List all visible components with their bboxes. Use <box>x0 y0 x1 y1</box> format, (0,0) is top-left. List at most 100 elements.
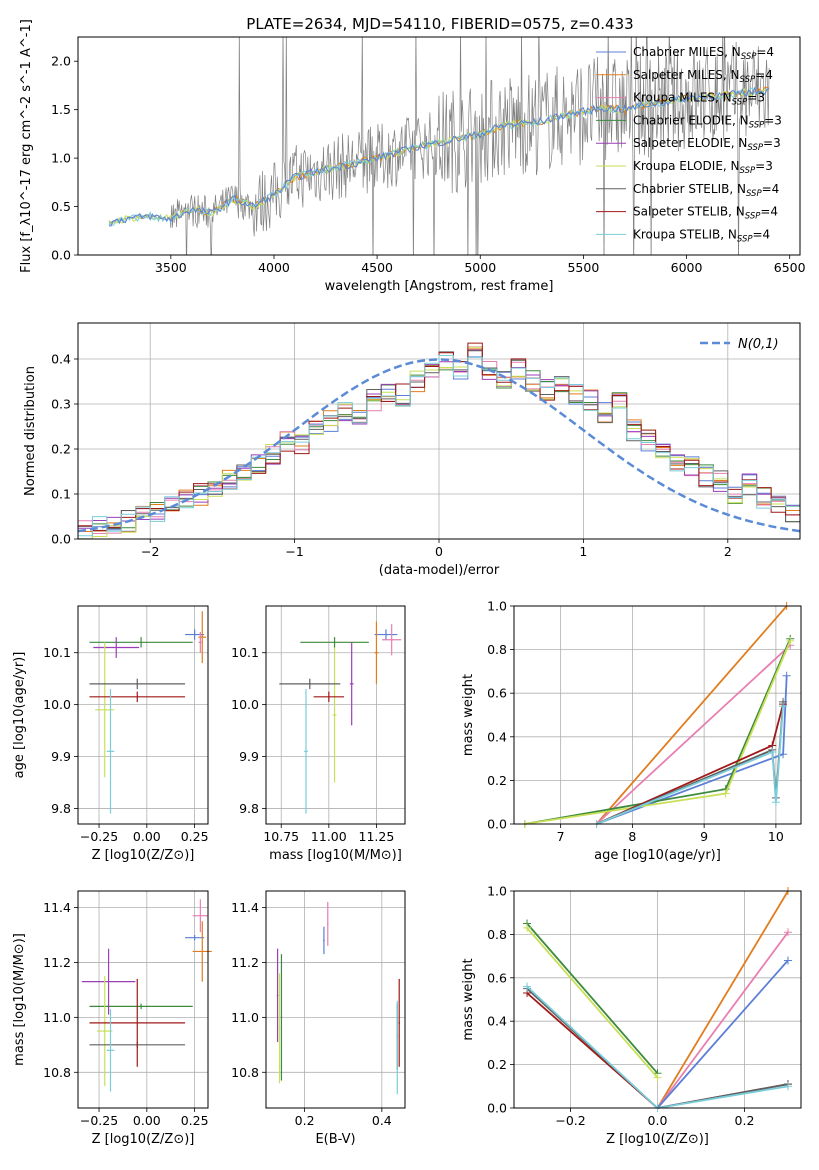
x-axis-label: Z [log10(Z/Z⊙)] <box>606 1132 709 1147</box>
x-tick-label: −0.25 <box>80 1113 118 1128</box>
panel-age_vs_mass: 10.75 11.00 11.25 9.8 9.9 10.0 10.1 mass [log10… <box>231 606 405 863</box>
x-axis-label: Z [log10(Z/Z⊙)] <box>92 848 195 863</box>
panel-massweight_vs_age: 7 8 9 10 0.0 0.2 0.4 0.6 0.8 1.0 age [log10(age/yr… <box>461 599 801 863</box>
figure-title: PLATE=2634, MJD=54110, FIBERID=0575, z=0… <box>246 15 633 33</box>
mass-weight-line <box>526 922 659 1074</box>
x-tick-label: 0.2 <box>295 1113 315 1128</box>
y-tick-label: 9.8 <box>51 801 71 816</box>
mass-weight-line <box>656 890 789 1109</box>
x-tick-label: 0.00 <box>133 1113 161 1128</box>
spectrum-legend: Chabrier MILES, NSSP=4 Salpeter MILES, NS… <box>596 45 782 244</box>
x-tick-label: −1 <box>285 544 303 559</box>
y-tick-label: 0.2 <box>487 773 507 788</box>
y-tick-label: 10.0 <box>43 697 71 712</box>
mass-weight-line <box>595 605 788 825</box>
y-tick-label: 0.1 <box>51 487 71 502</box>
x-tick-label: −0.2 <box>555 1113 585 1128</box>
legend-label: Kroupa ELODIE, NSSP=3 <box>633 159 773 176</box>
y-tick-label: 1.5 <box>51 102 71 117</box>
histogram-step <box>78 355 800 537</box>
spectrum-data-trace <box>108 37 770 255</box>
x-tick-label: 0.2 <box>735 1113 755 1128</box>
spectrum-model-trace <box>108 86 770 227</box>
panel-massweight_vs_Z: −0.2 0.0 0.2 0.0 0.2 0.4 0.6 0.8 1.0 Z [log10(Z/Z… <box>461 884 801 1147</box>
y-axis-label: age [log10(age/yr)] <box>12 652 27 779</box>
legend-label: Salpeter MILES, NSSP=4 <box>633 68 773 85</box>
x-tick-label: 4500 <box>361 260 393 275</box>
x-axis-label: wavelength [Angstrom, rest frame] <box>325 279 554 294</box>
axes-frame <box>513 605 802 825</box>
x-tick-label: 5500 <box>567 260 599 275</box>
mass-weight-line <box>595 644 791 825</box>
marker-plus <box>653 1073 662 1082</box>
y-tick-label: 10.1 <box>43 645 71 660</box>
legend-label: Salpeter STELIB, NSSP=4 <box>633 205 778 222</box>
y-tick-label: 11.2 <box>231 955 259 970</box>
y-axis-label: mass [log10(M/M⊙)] <box>12 933 27 1066</box>
mass-weight-line <box>526 927 659 1079</box>
mass-weight-line <box>596 675 788 825</box>
legend-label: Chabrier MILES, NSSP=4 <box>633 45 774 62</box>
legend-label: Salpeter ELODIE, NSSP=3 <box>633 136 781 153</box>
x-tick-label: 0.00 <box>133 829 161 844</box>
y-tick-label: 0.8 <box>487 642 507 657</box>
marker-plus <box>786 636 795 645</box>
marker-plus <box>768 748 777 757</box>
marker-plus <box>771 798 780 807</box>
x-tick-label: 5000 <box>464 260 496 275</box>
x-tick-label: 0.25 <box>181 1113 209 1128</box>
x-tick-label: 0 <box>435 544 443 559</box>
y-axis-label: mass weight <box>461 958 476 1040</box>
x-tick-label: 4000 <box>258 260 290 275</box>
y-tick-label: 0.4 <box>487 729 507 744</box>
axes-frame <box>77 890 209 1109</box>
axes-frame <box>77 36 801 256</box>
y-tick-label: 0.3 <box>51 397 71 412</box>
y-tick-label: 11.0 <box>231 1010 259 1025</box>
legend-label: Kroupa STELIB, NSSP=4 <box>633 227 770 244</box>
y-tick-label: 11.2 <box>43 955 71 970</box>
y-tick-label: 0.0 <box>487 1101 507 1116</box>
mass-weight-line <box>596 706 784 825</box>
y-tick-label: 0.4 <box>487 1014 507 1029</box>
y-axis-label: Normed distribution <box>23 366 38 496</box>
y-tick-label: 9.9 <box>239 749 259 764</box>
y-tick-label: 0.0 <box>51 532 71 547</box>
x-tick-label: 1 <box>579 544 587 559</box>
x-axis-label: age [log10(age/yr)] <box>594 848 721 863</box>
x-tick-label: 11.25 <box>359 829 395 844</box>
y-tick-label: 0.4 <box>51 352 71 367</box>
y-tick-label: 9.8 <box>239 801 259 816</box>
y-tick-label: 0.0 <box>51 248 71 263</box>
y-tick-label: 11.4 <box>231 900 259 915</box>
x-tick-label: 9 <box>700 829 708 844</box>
y-axis-label: Flux [f_λ10^-17 erg cm^-2 s^-1 A^-1] <box>19 19 34 273</box>
y-tick-label: 0.6 <box>487 970 507 985</box>
x-axis-label: Z [log10(Z/Z⊙)] <box>92 1132 195 1147</box>
x-tick-label: 7 <box>557 829 565 844</box>
x-tick-label: 2 <box>724 544 732 559</box>
y-tick-label: 0.2 <box>487 1057 507 1072</box>
y-tick-label: 10.8 <box>231 1065 259 1080</box>
y-tick-label: 0.2 <box>51 442 71 457</box>
y-tick-label: 1.0 <box>487 599 507 614</box>
axes-frame <box>513 890 802 1109</box>
legend-label: Kroupa MILES, NSSP=3 <box>633 91 765 108</box>
marker-plus <box>779 702 788 711</box>
x-tick-label: 0.4 <box>372 1113 392 1128</box>
y-tick-label: 0.6 <box>487 686 507 701</box>
x-tick-label: 6500 <box>774 260 806 275</box>
y-tick-label: 1.0 <box>487 884 507 899</box>
panel-residuals: −2 −1 0 1 2 0.0 0.1 0.2 0.3 0.4 (data-model)/error… <box>23 323 800 578</box>
mass-weight-line <box>656 931 789 1109</box>
x-tick-label: 0.25 <box>181 829 209 844</box>
spectrum-model-trace <box>108 87 770 226</box>
x-tick-label: 10 <box>768 829 784 844</box>
y-tick-label: 10.8 <box>43 1065 71 1080</box>
x-tick-label: 8 <box>628 829 636 844</box>
marker-plus <box>782 671 791 680</box>
legend-label: Chabrier STELIB, NSSP=4 <box>633 182 779 199</box>
x-axis-label: mass [log10(M/M⊙)] <box>269 848 402 863</box>
y-tick-label: 10.1 <box>231 645 259 660</box>
marker-plus <box>783 928 792 937</box>
